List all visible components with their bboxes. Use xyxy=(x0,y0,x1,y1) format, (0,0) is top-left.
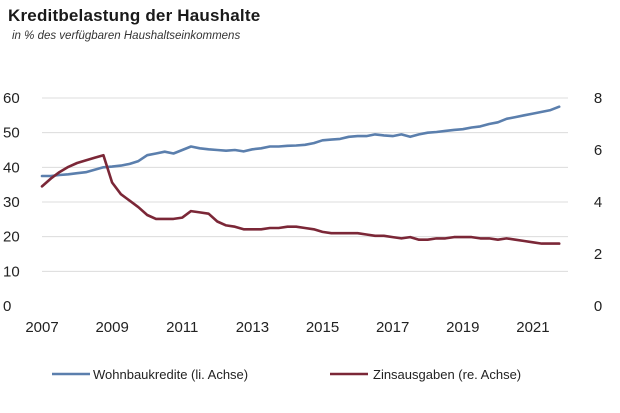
y-left-tick-label: 50 xyxy=(3,125,20,142)
series-lines xyxy=(40,105,561,245)
x-tick-label: 2009 xyxy=(95,319,128,336)
left-axis-ticks: 0 10 20 30 40 50 60 xyxy=(3,90,20,315)
y-right-tick-label: 6 xyxy=(594,142,602,159)
series-line-zinsausgaben xyxy=(40,153,561,245)
series-line-wohnbaukredite xyxy=(40,105,561,178)
x-tick-label: 2007 xyxy=(25,319,58,336)
y-left-tick-label: 10 xyxy=(3,263,20,280)
y-left-tick-label: 30 xyxy=(3,194,20,211)
chart-subtitle: in % des verfügbaren Haushaltseinkommens xyxy=(12,30,241,42)
y-left-tick-label: 60 xyxy=(3,90,20,107)
x-tick-label: 2015 xyxy=(306,319,339,336)
y-right-tick-label: 4 xyxy=(594,194,602,211)
right-axis-ticks: 0 2 4 6 8 xyxy=(594,90,602,315)
legend-label: Wohnbaukredite (li. Achse) xyxy=(93,367,248,382)
x-tick-label: 2017 xyxy=(376,319,409,336)
x-tick-label: 2019 xyxy=(446,319,479,336)
x-tick-label: 2013 xyxy=(236,319,269,336)
y-right-tick-label: 0 xyxy=(594,298,602,315)
x-tick-label: 2021 xyxy=(516,319,549,336)
y-right-tick-label: 2 xyxy=(594,246,602,263)
legend-label: Zinsausgaben (re. Achse) xyxy=(373,367,521,382)
y-right-tick-label: 8 xyxy=(594,90,602,107)
x-axis-ticks: 2007 2009 2011 2013 2015 2017 2019 2021 xyxy=(25,319,549,336)
chart-title: Kreditbelastung der Haushalte xyxy=(8,6,261,25)
x-tick-label: 2011 xyxy=(166,319,198,336)
legend: Wohnbaukredite (li. Achse) Zinsausgaben (… xyxy=(52,367,521,382)
y-left-tick-label: 20 xyxy=(3,229,20,246)
y-left-tick-label: 0 xyxy=(3,298,11,315)
y-left-tick-label: 40 xyxy=(3,159,20,176)
